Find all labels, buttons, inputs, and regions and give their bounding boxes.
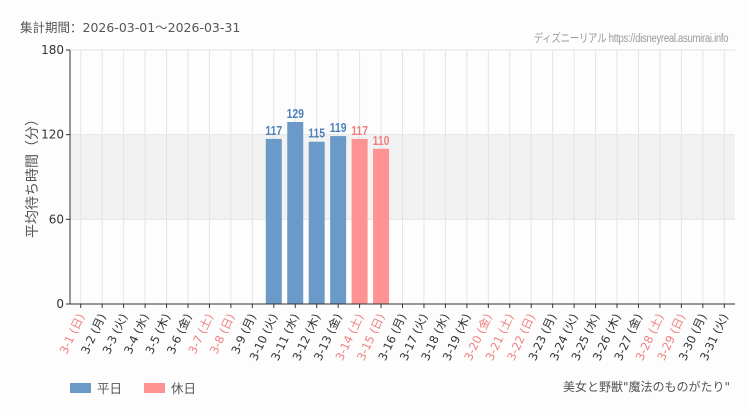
bar-value-label: 115 [308,127,325,141]
legend-label-weekday: 平日 [97,381,123,396]
y-tick-label: 120 [41,128,64,142]
legend-swatch-holiday [144,382,166,393]
bar-weekday [330,136,347,304]
chart-legend: 平日 休日 [70,378,218,397]
bar-value-label: 119 [330,121,347,135]
y-tick-label: 60 [49,212,64,226]
legend-item-holiday[interactable]: 休日 [144,378,196,397]
site-credit: ディズニーリアル https://disneyreal.asumirai.inf… [533,33,728,45]
legend-item-weekday[interactable]: 平日 [70,378,122,397]
bar-value-label: 129 [287,107,305,121]
bar-value-label: 117 [351,124,368,138]
y-tick-label: 180 [41,43,64,57]
legend-label-holiday: 休日 [171,381,197,396]
aggregation-period: 集計期間：2026-03-01～2026-03-31 [20,20,241,35]
legend-swatch-weekday [70,382,91,393]
bar-weekday [265,138,282,304]
bar-value-label: 117 [265,124,282,138]
y-tick-label: 0 [56,297,64,311]
bar-weekday [308,141,325,304]
attraction-name: 美女と野獣"魔法のものがたり" [562,380,730,394]
bar-holiday [373,148,390,304]
bar-weekday [287,121,304,304]
bar-holiday [351,138,368,304]
bar-value-label: 110 [373,134,390,148]
y-axis-title: 平均待ち時間（分） [25,112,41,238]
